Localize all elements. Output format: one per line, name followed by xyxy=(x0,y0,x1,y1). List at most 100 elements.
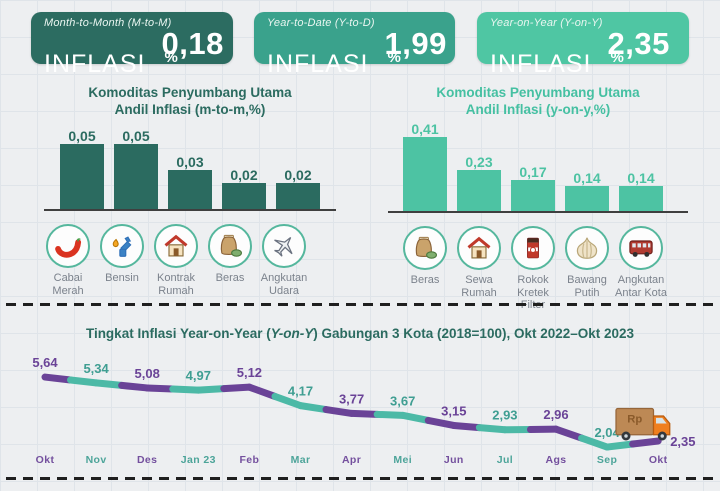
bar-column: 0,02 xyxy=(217,127,271,209)
bar xyxy=(619,185,663,211)
line-chart-title: Tingkat Inflasi Year-on-Year (Y-on-Y) Ga… xyxy=(0,326,720,341)
card-period-label: Year-on-Year (Y-on-Y) xyxy=(490,17,603,29)
commodity-item: Beras xyxy=(398,225,452,313)
line-segment xyxy=(603,440,637,451)
card-inflasi-label: INFLASI xyxy=(267,49,369,78)
line-value-label: 4,17 xyxy=(288,384,313,399)
line-segment xyxy=(552,425,586,442)
bars-row: 0,41 0,23 0,17 0,14 0,14 xyxy=(398,119,668,211)
bars-row: 0,05 0,05 0,03 0,02 0,02 xyxy=(55,127,325,209)
rice-sack-icon xyxy=(208,223,252,268)
bar-value-label: 0,14 xyxy=(627,169,655,186)
bar-chart-yoy: Komoditas Penyumbang Utama Andil Inflasi… xyxy=(388,84,688,312)
line-chart-title-italic: Y-on-Y xyxy=(270,326,314,341)
line-segment xyxy=(450,421,483,432)
x-axis-baseline: 0,41 0,23 0,17 0,14 0,14 xyxy=(388,119,688,213)
commodity-label: Rokok Kretek Filter xyxy=(517,273,549,312)
line-value-label: 2,04 xyxy=(594,425,620,440)
commodity-label: Cabai Merah xyxy=(52,271,84,297)
line-segment xyxy=(271,392,304,410)
card-inflasi-label: INFLASI xyxy=(490,49,592,78)
line-segment xyxy=(297,402,330,414)
line-segment xyxy=(169,385,202,394)
x-axis-label: Mei xyxy=(393,454,412,466)
bar xyxy=(457,169,501,211)
x-axis-label: Sep xyxy=(597,454,617,466)
bar-column: 0,14 xyxy=(560,119,614,211)
bar-value-label: 0,05 xyxy=(68,127,96,144)
line-value-label: 3,77 xyxy=(339,391,364,406)
dashed-separator-bottom xyxy=(6,477,714,480)
house-icon xyxy=(457,225,501,270)
commodity-label: Bawang Putih xyxy=(567,273,607,299)
x-axis-baseline: 0,05 0,05 0,03 0,02 0,02 xyxy=(44,127,336,211)
line-segment xyxy=(475,424,509,434)
line-chart-svg: 5,64 Okt 5,34 Nov 5,08 Des 4,97 Jan 23 5,12 Feb 4,… xyxy=(32,355,695,466)
rice-sack-icon xyxy=(403,225,447,270)
line-value-label: 2,96 xyxy=(543,407,568,422)
bar-column: 0,14 xyxy=(614,119,668,211)
bar-value-label: 0,03 xyxy=(176,153,204,170)
bar-column: 0,05 xyxy=(109,127,163,209)
commodity-item: Beras xyxy=(203,223,257,298)
line-segment xyxy=(118,381,151,392)
commodity-label: Kontrak Rumah xyxy=(157,271,195,297)
dashed-separator-top xyxy=(6,303,714,306)
bar xyxy=(222,182,266,209)
line-value-label: 5,12 xyxy=(237,365,262,380)
bar xyxy=(276,182,320,209)
bar-value-label: 0,02 xyxy=(230,166,258,183)
commodity-item: Sewa Rumah xyxy=(452,225,506,313)
bar xyxy=(60,143,104,209)
chart-title: Komoditas Penyumbang Utama Andil Inflasi… xyxy=(388,84,688,119)
line-value-label: 5,64 xyxy=(32,355,58,370)
bar-value-label: 0,23 xyxy=(465,153,493,170)
card-percent-sign: % xyxy=(610,49,624,66)
x-axis-label: Des xyxy=(137,454,157,466)
line-segment xyxy=(220,383,253,393)
delivery-truck-icon: Rp xyxy=(615,407,671,441)
bar xyxy=(403,136,447,211)
bar-column: 0,02 xyxy=(271,127,325,209)
card-period-label: Year-to-Date (Y-to-D) xyxy=(267,17,375,29)
line-segment xyxy=(194,385,228,394)
line-chart-title-prefix: Tingkat Inflasi Year-on-Year ( xyxy=(85,326,271,341)
line-value-label: 3,15 xyxy=(441,403,466,418)
bar-chart-mtm: Komoditas Penyumbang Utama Andil Inflasi… xyxy=(30,84,350,297)
bar-column: 0,41 xyxy=(398,119,452,211)
bar-value-label: 0,05 xyxy=(122,127,150,144)
line-value-label: 2,93 xyxy=(492,408,517,423)
x-axis-label: Ags xyxy=(545,454,566,466)
card-inflasi-label: INFLASI xyxy=(44,49,146,78)
bar-column: 0,05 xyxy=(55,127,109,209)
commodity-item: Kontrak Rumah xyxy=(149,223,203,298)
x-axis-label: Okt xyxy=(649,454,668,466)
bar xyxy=(168,169,212,209)
line-segment xyxy=(424,416,458,429)
inflation-card-yoy: Year-on-Year (Y-on-Y) INFLASI 2,35% xyxy=(477,12,689,77)
inflation-card-mtm: Month-to-Month (M-to-M) INFLASI 0,18% xyxy=(31,12,233,77)
card-percent-sign: % xyxy=(164,49,178,66)
card-value: 0,18 xyxy=(161,26,224,61)
commodity-label: Sewa Rumah xyxy=(461,273,497,299)
icons-row: Beras Sewa Rumah Rokok Kretek Filter Bawang… xyxy=(398,225,668,313)
bar-column: 0,23 xyxy=(452,119,506,211)
line-segment xyxy=(373,410,407,419)
line-chart-title-suffix: ) Gabungan 3 Kota (2018=100), Okt 2022–O… xyxy=(313,326,635,341)
card-value: 2,35 xyxy=(607,26,670,61)
garlic-icon xyxy=(565,225,609,270)
x-axis-label: Jun xyxy=(444,454,464,466)
bus-icon xyxy=(619,225,663,270)
commodity-item: Bensin xyxy=(95,223,149,298)
line-value-label: 5,08 xyxy=(135,366,160,381)
line-segment xyxy=(67,376,100,387)
card-percent-sign: % xyxy=(387,49,401,66)
bar-value-label: 0,14 xyxy=(573,169,601,186)
x-axis-label: Mar xyxy=(291,454,311,466)
icons-row: Cabai Merah Bensin Kontrak Rumah Beras Angku… xyxy=(41,223,311,298)
commodity-item: Rokok Kretek Filter xyxy=(506,225,560,313)
line-segment xyxy=(92,379,126,389)
x-axis-label: Okt xyxy=(36,454,55,466)
bar-value-label: 0,41 xyxy=(411,120,439,137)
line-segment xyxy=(41,373,75,384)
